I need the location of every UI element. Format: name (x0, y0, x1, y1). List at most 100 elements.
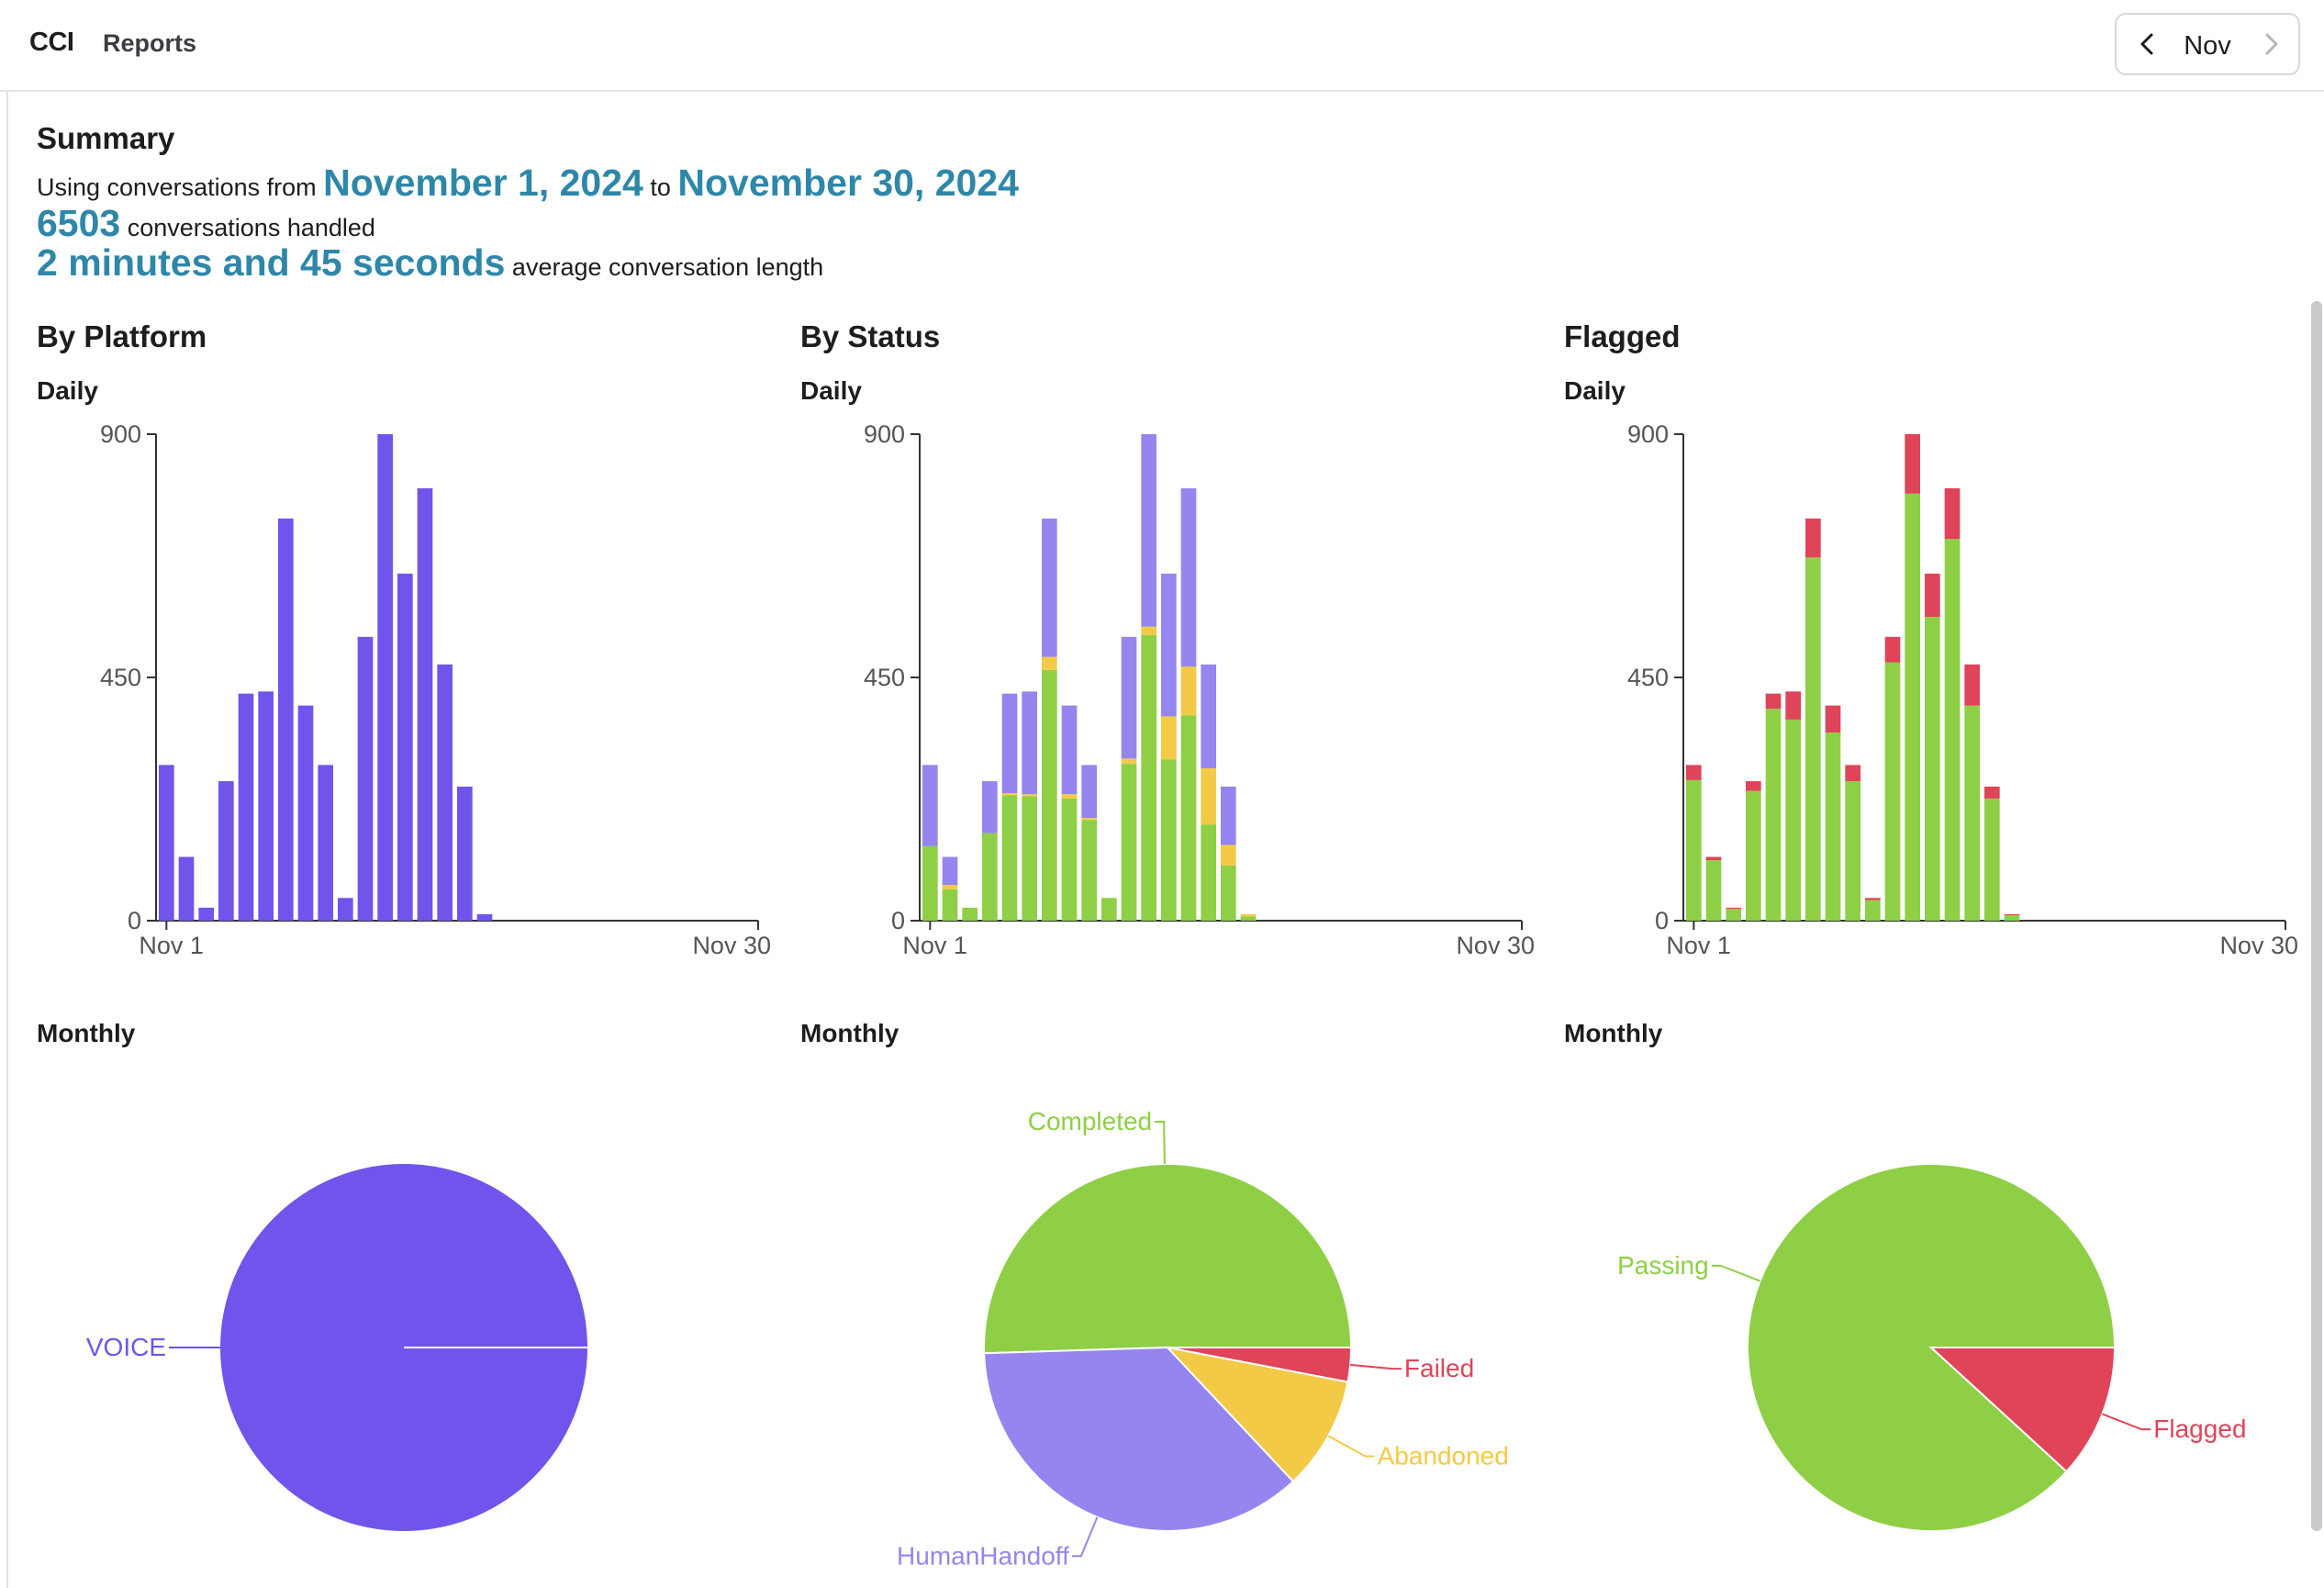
status_daily-bar (1101, 898, 1117, 921)
status_daily-bar (1042, 656, 1057, 670)
status_daily-bar (1141, 626, 1156, 636)
status_daily-bar (1221, 786, 1236, 845)
status_daily-bar (1022, 691, 1037, 795)
status_daily-y-tick-label: 450 (864, 664, 905, 691)
platform_daily-bar (417, 487, 433, 921)
flagged_monthly-leader-line (2102, 1413, 2151, 1431)
status_daily-bar (922, 765, 938, 846)
left-border (0, 92, 8, 1588)
status_daily-bar (1042, 669, 1057, 921)
flagged_monthly-slice-passing (1747, 1163, 2117, 1532)
flagged_daily-bar (1726, 909, 1741, 921)
summary-title: Summary (37, 121, 175, 155)
status_daily-y-tick-label: 0 (891, 907, 905, 934)
flagged_daily-bar (1686, 779, 1702, 921)
platform_daily-bar (218, 781, 234, 921)
flagged_daily-bar (1765, 693, 1782, 710)
brand-logo[interactable]: CCI (29, 28, 74, 57)
platform_daily-bar (338, 898, 353, 921)
flagged_daily-bar (1785, 691, 1801, 720)
flagged_daily-bar (1865, 898, 1881, 900)
end-date: November 30, 2024 (677, 162, 1019, 204)
status_daily-bar (1180, 715, 1197, 921)
status_daily-bar (1201, 664, 1216, 768)
flagged_daily-bar (1686, 765, 1702, 780)
platform_daily-x-tick-label: Nov 30 (692, 932, 771, 959)
flagged_daily-bar (1884, 662, 1901, 921)
platform_daily-bar (159, 765, 174, 921)
platform-daily-title: Daily (37, 376, 98, 405)
status_daily-bar (1022, 794, 1037, 797)
avg-length: 2 minutes and 45 seconds (37, 241, 506, 284)
status_monthly-leader-line (1071, 1516, 1099, 1558)
status_daily-bar (962, 907, 978, 921)
platform_daily-bar (377, 434, 393, 921)
flagged_daily-bar (1825, 732, 1841, 921)
summary-conversations: 6503 conversations handled (37, 202, 375, 245)
status_daily-bar (1221, 844, 1236, 866)
flagged_daily-bar (2004, 913, 2020, 916)
vertical-scrollbar[interactable] (2311, 301, 2322, 1531)
platform_monthly-slice-voice (220, 1164, 587, 1531)
flagged_daily-bar (1944, 487, 1961, 540)
status_daily-bar (1201, 824, 1216, 921)
platform_daily-bar (457, 786, 473, 921)
status_monthly-slice-humanhandoff (983, 1346, 1295, 1532)
flagged_monthly-label-flagged: Flagged (2153, 1415, 2246, 1443)
platform_daily-bar (476, 913, 493, 921)
flagged_daily-bar (2004, 915, 2020, 921)
chevron-right-icon[interactable] (2258, 31, 2284, 57)
status_monthly-slice-completed (983, 1162, 1353, 1355)
status_monthly-leader-line (1155, 1121, 1166, 1165)
platform_daily-y-tick-label: 0 (128, 907, 141, 934)
status_daily-bar (1081, 818, 1097, 821)
chevron-left-icon[interactable] (2135, 31, 2161, 57)
flagged_daily-bar (1746, 790, 1761, 921)
status-monthly-title: Monthly (800, 1019, 899, 1047)
platform_daily-y-tick-label: 900 (100, 420, 141, 448)
status_daily-bar (1180, 666, 1197, 716)
status_daily-bar (1001, 793, 1018, 796)
status_monthly-leader-line (1327, 1435, 1375, 1458)
status_daily-bar (1081, 820, 1097, 921)
status_daily-bar (1161, 759, 1177, 921)
flagged_monthly-label-passing: Passing (1617, 1251, 1709, 1280)
flagged_daily-bar (1705, 860, 1722, 921)
flagged_daily-bar (1905, 434, 1920, 494)
status_daily-bar (942, 885, 958, 889)
flagged_daily-bar (1825, 705, 1841, 733)
flagged_monthly-slice-flagged (1928, 1347, 2117, 1473)
platform_daily-bar (297, 705, 314, 921)
flagged_daily-bar (1964, 664, 1980, 706)
status_daily-bar (1022, 796, 1037, 921)
flagged_daily-y-tick-label: 450 (1627, 664, 1669, 691)
platform_daily-bar (437, 664, 453, 921)
flagged-monthly-title: Monthly (1564, 1019, 1663, 1047)
status_daily-bar (1161, 573, 1177, 717)
flagged_daily-bar (1984, 786, 2000, 799)
flagged-daily-title: Daily (1564, 376, 1626, 405)
status-daily-title: Daily (800, 376, 862, 405)
flagged_daily-y-tick-label: 0 (1655, 907, 1669, 934)
platform_daily-bar (278, 518, 294, 921)
flagged_daily-bar (1705, 856, 1722, 861)
flagged_daily-bar (1905, 493, 1920, 921)
platform_daily-bar (238, 693, 254, 921)
status_monthly-slice-abandoned (1165, 1346, 1349, 1483)
status_monthly-label-humanhandoff: HumanHandoff (897, 1541, 1069, 1570)
platform_daily-y-tick-label: 450 (100, 664, 141, 691)
platform-monthly-title: Monthly (37, 1019, 136, 1047)
platform_daily-x-tick-label: Nov 1 (139, 932, 204, 959)
summary-avg-length: 2 minutes and 45 seconds average convers… (37, 241, 823, 285)
status_daily-bar (1141, 635, 1156, 921)
status_monthly-label-failed: Failed (1404, 1354, 1474, 1382)
nav-reports-link[interactable]: Reports (103, 29, 197, 57)
avg-suffix: average conversation length (511, 253, 824, 281)
platform_monthly-label-voice: VOICE (86, 1333, 166, 1361)
status_daily-bar (1201, 767, 1216, 825)
platform_daily-bar (198, 907, 214, 921)
status_daily-bar (1001, 795, 1018, 921)
status_daily-bar (1001, 693, 1018, 794)
flagged_daily-bar (1865, 900, 1881, 921)
status_daily-bar (942, 856, 958, 886)
